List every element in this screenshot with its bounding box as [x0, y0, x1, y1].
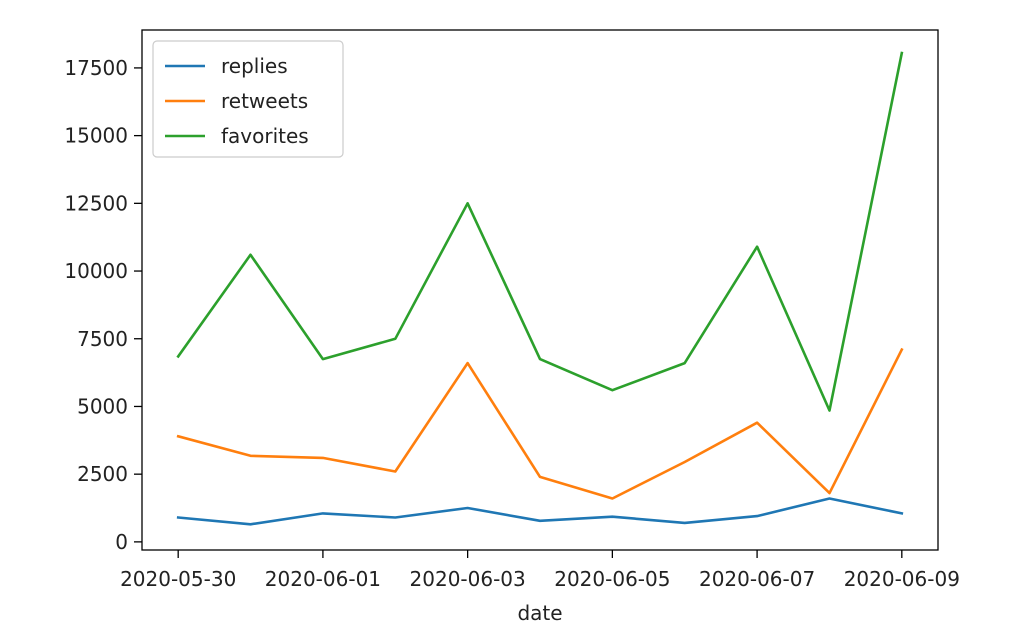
legend-label-replies: replies: [221, 54, 288, 78]
y-tick-label: 15000: [64, 124, 128, 148]
x-tick-label: 2020-06-09: [844, 567, 960, 591]
y-tick-label: 0: [115, 530, 128, 554]
x-tick-label: 2020-05-30: [120, 567, 236, 591]
legend: replies retweets favorites: [152, 40, 344, 158]
y-tick-label: 5000: [77, 394, 128, 418]
y-axis: 0 2500 5000 7500 10000 12500 15000 17500: [64, 56, 142, 554]
plot-frame: [141, 29, 939, 551]
x-tick-label: 2020-06-05: [554, 567, 670, 591]
x-axis: 2020-05-30 2020-06-01 2020-06-03 2020-06-05…: [120, 550, 960, 591]
y-tick-label: 12500: [64, 191, 128, 215]
series-line-favorites: [176, 51, 904, 412]
x-tick-label: 2020-06-01: [265, 567, 381, 591]
series-line-replies: [176, 497, 904, 526]
x-axis-label: date: [517, 601, 562, 625]
series-layer: [176, 51, 904, 526]
x-tick-label: 2020-06-03: [410, 567, 526, 591]
y-tick-label: 7500: [77, 327, 128, 351]
y-tick-label: 2500: [77, 462, 128, 486]
legend-box: [152, 40, 344, 158]
legend-label-favorites: favorites: [221, 124, 309, 148]
series-line-retweets: [176, 347, 904, 500]
x-tick-label: 2020-06-07: [699, 567, 815, 591]
legend-label-retweets: retweets: [221, 89, 308, 113]
y-tick-label: 17500: [64, 56, 128, 80]
y-tick-label: 10000: [64, 259, 128, 283]
